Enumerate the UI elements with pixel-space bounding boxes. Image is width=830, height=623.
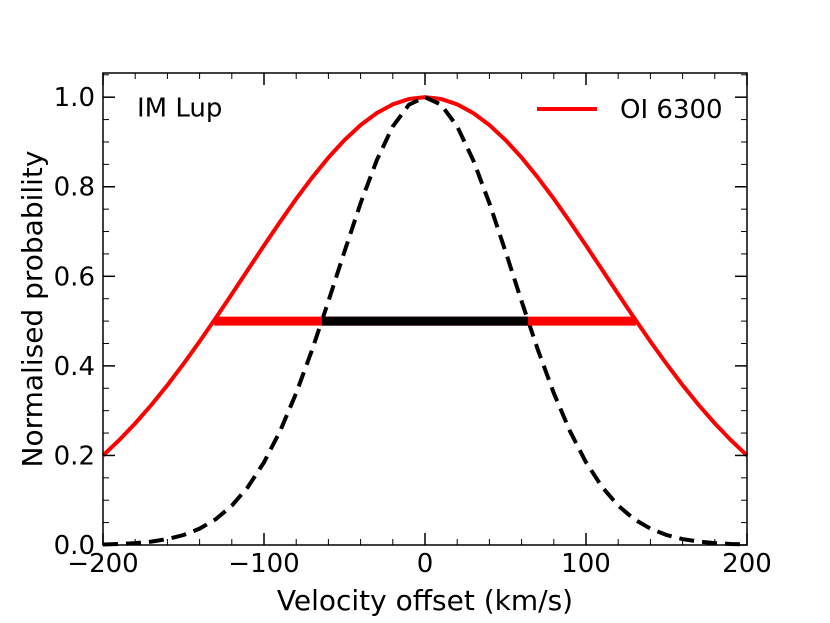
annotation: IM Lup	[137, 94, 222, 124]
y-tick-label: 0.2	[54, 441, 95, 471]
y-tick-label: 1.0	[54, 83, 95, 113]
y-tick-label: 0.8	[54, 173, 95, 203]
y-axis-label: Normalised probability	[16, 151, 49, 468]
x-tick-label: 100	[561, 549, 611, 579]
plot-frame	[102, 72, 748, 546]
y-tick-label: 0.0	[54, 531, 95, 561]
x-tick-label: −200	[67, 549, 138, 579]
legend-label: OI 6300	[620, 95, 723, 125]
x-tick-label: 0	[417, 549, 434, 579]
x-tick-label: 200	[722, 549, 772, 579]
line-series	[101, 95, 749, 457]
y-tick-label: 0.4	[54, 352, 95, 382]
y-tick-label: 0.6	[54, 262, 95, 292]
x-axis-label: Velocity offset (km/s)	[277, 584, 573, 617]
x-tick-label: −100	[228, 549, 299, 579]
line-series	[102, 94, 748, 547]
